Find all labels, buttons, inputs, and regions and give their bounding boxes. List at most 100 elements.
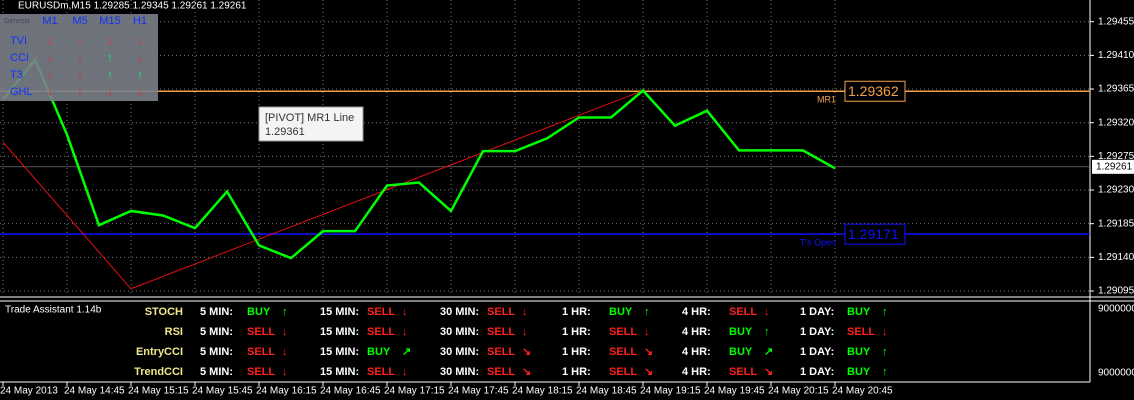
- ta-signal: SELL: [367, 306, 395, 318]
- ta-arrow: ↓: [282, 366, 288, 378]
- y-tick-label: 1.29185: [1098, 218, 1134, 229]
- y-tick-label: 1.29140: [1098, 252, 1134, 263]
- price-line: [2, 57, 836, 260]
- tooltip-value: 1.29361: [265, 126, 305, 138]
- ta-arrow: ↑: [882, 366, 888, 378]
- ta-arrow: ↘: [522, 366, 531, 378]
- ta-arrow: ↓: [522, 326, 528, 338]
- ta-arrow: ↓: [644, 326, 650, 338]
- ta-arrow: ↓: [402, 306, 408, 318]
- ta-row-label: STOCH: [145, 306, 183, 318]
- ta-signal: SELL: [367, 366, 395, 378]
- panel-row-label: GHL: [10, 86, 33, 98]
- ta-signal: SELL: [609, 326, 637, 338]
- ta-column-label: 4 HR:: [682, 306, 711, 318]
- ta-arrow: ↗: [764, 346, 773, 358]
- ta-column-label: 1 DAY:: [800, 306, 834, 318]
- ta-row-label: EntryCCI: [136, 346, 183, 358]
- ta-signal: SELL: [847, 326, 875, 338]
- y-tick-label: 1.29455: [1098, 16, 1134, 27]
- panel-signal: ↓: [137, 35, 143, 47]
- ta-column-label: 30 MIN:: [440, 346, 479, 358]
- x-tick-label: 24 May 18:15: [512, 386, 573, 397]
- y-tick-label: 1.29230: [1098, 185, 1134, 196]
- chart-header: EURUSDm,M15 1.29285 1.29345 1.29261 1.29…: [18, 1, 247, 12]
- panel-signal: ↑: [107, 52, 113, 64]
- ta-signal: SELL: [367, 326, 395, 338]
- ta-column-label: 1 HR:: [562, 306, 591, 318]
- ta-row-label: TrendCCI: [134, 366, 183, 378]
- ta-column-label: 4 HR:: [682, 326, 711, 338]
- ta-signal: BUY: [367, 346, 391, 358]
- panel-row-label: CCI: [10, 52, 29, 64]
- ta-column-label: 30 MIN:: [440, 306, 479, 318]
- panel-row-label: T3: [10, 69, 23, 81]
- panel-column: H1: [133, 15, 147, 27]
- panel-signal: ↓: [47, 35, 53, 47]
- y-tick-label: 1.29410: [1098, 50, 1134, 61]
- panel-signal: ↑: [137, 69, 143, 81]
- ta-arrow: ↓: [402, 326, 408, 338]
- ta-signal: BUY: [729, 326, 753, 338]
- ta-signal: SELL: [487, 346, 515, 358]
- ta-signal: SELL: [247, 366, 275, 378]
- ta-arrow: ↗: [402, 346, 411, 358]
- panel-row-label: TVI: [10, 35, 27, 47]
- tooltip-title: [PIVOT] MR1 Line: [265, 112, 354, 124]
- ta-signal: SELL: [729, 366, 757, 378]
- tooltip-box: [258, 106, 364, 142]
- ta-arrow: ↑: [764, 326, 770, 338]
- ta-arrow: ↑: [282, 306, 288, 318]
- ta-signal: BUY: [729, 346, 753, 358]
- last-price-label: 1.29261: [1096, 161, 1133, 172]
- ta-arrow: ↓: [402, 366, 408, 378]
- zigzag-line: [2, 90, 644, 290]
- x-tick-label: 24 May 15:45: [192, 386, 253, 397]
- ta-signal: BUY: [247, 306, 271, 318]
- panel-signal: ↑: [107, 69, 113, 81]
- ta-column-label: 5 MIN:: [200, 306, 233, 318]
- ta-arrow: ↓: [882, 326, 888, 338]
- ta-signal: SELL: [247, 346, 275, 358]
- x-tick-label: 24 May 18:45: [576, 386, 637, 397]
- panel-signal: ↓: [47, 69, 53, 81]
- ta-column-label: 4 HR:: [682, 366, 711, 378]
- ta-column-label: 1 DAY:: [800, 326, 834, 338]
- x-tick-label: 24 May 17:15: [384, 386, 445, 397]
- y-tick-label: 1.29320: [1098, 117, 1134, 128]
- level-value: 1.29362: [848, 83, 899, 99]
- ta-arrow: ↓: [764, 306, 770, 318]
- y-tick-label: 1.29095: [1098, 286, 1134, 297]
- ta-signal: SELL: [487, 326, 515, 338]
- level-name: MR1: [817, 95, 836, 105]
- panel-signal: ↓: [77, 35, 83, 47]
- last-price-box: [1092, 159, 1134, 174]
- ta-row-label: RSI: [165, 326, 183, 338]
- ta-arrow: ↓: [522, 306, 528, 318]
- x-tick-label: 24 May 17:45: [448, 386, 509, 397]
- level-value: 1.29171: [848, 226, 899, 242]
- ta-column-label: 5 MIN:: [200, 366, 233, 378]
- x-tick-label: 24 May 14:45: [64, 386, 125, 397]
- ta-signal: SELL: [487, 306, 515, 318]
- ta-arrow: ↓: [282, 346, 288, 358]
- ta-column-label: 5 MIN:: [200, 326, 233, 338]
- sub-scale-label: 9000000: [1098, 304, 1134, 315]
- x-tick-label: 24 May 19:15: [640, 386, 701, 397]
- panel-signal: ↓: [47, 86, 53, 98]
- ta-signal: SELL: [609, 366, 637, 378]
- ta-column-label: 5 MIN:: [200, 346, 233, 358]
- panel-signal: ↓: [137, 52, 143, 64]
- ta-column-label: 15 MIN:: [320, 346, 359, 358]
- ta-column-label: 1 DAY:: [800, 366, 834, 378]
- level-box: [844, 223, 906, 245]
- ta-signal: BUY: [847, 346, 871, 358]
- ta-arrow: ↑: [882, 346, 888, 358]
- y-tick-label: 1.29365: [1098, 84, 1134, 95]
- panel-column: M5: [72, 15, 87, 27]
- ta-arrow: ↘: [644, 346, 653, 358]
- sub-scale-label: 9000000: [1098, 368, 1134, 379]
- ta-column-label: 4 HR:: [682, 346, 711, 358]
- ta-column-label: 15 MIN:: [320, 326, 359, 338]
